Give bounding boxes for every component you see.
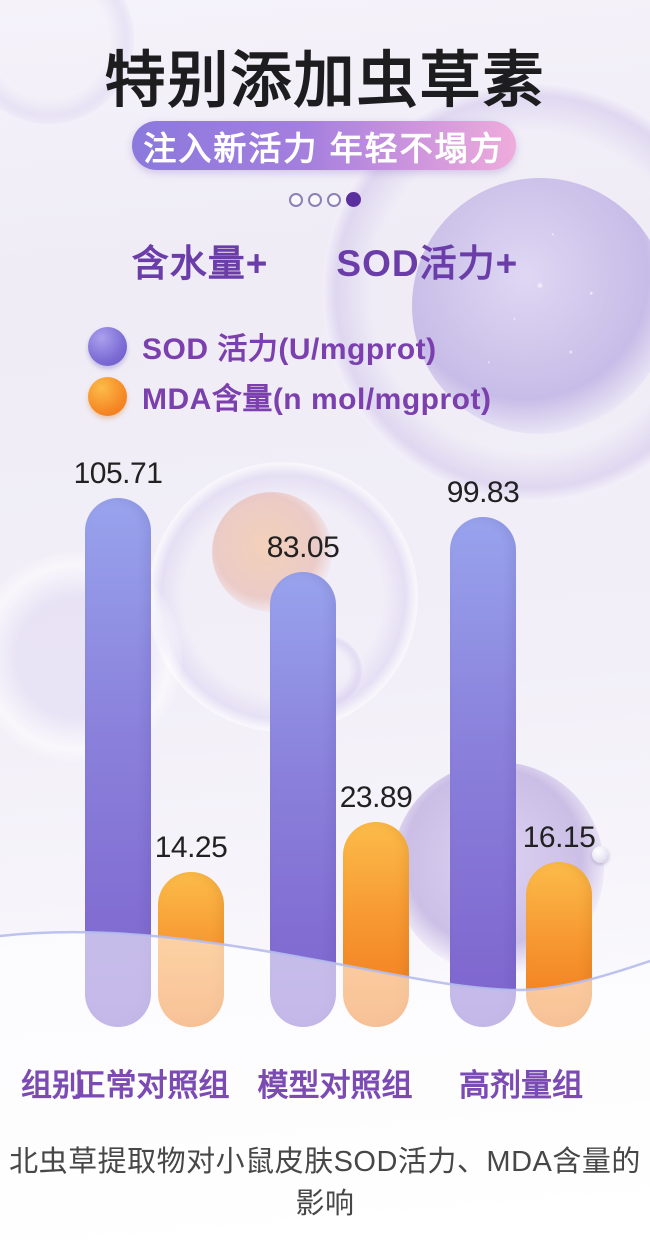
chart-caption: 北虫草提取物对小鼠皮肤SOD活力、MDA含量的影响: [9, 1146, 641, 1220]
bar-value-label: 14.25: [154, 831, 228, 864]
mda-swatch-icon: [88, 376, 127, 416]
subtitle-banner: 注入新活力 年轻不塌方: [132, 121, 516, 170]
pagination-dot-3[interactable]: [327, 192, 341, 207]
legend-item-sod: SOD 活力(U/mgprot): [88, 326, 491, 366]
claim-sod: SOD活力+: [336, 243, 519, 284]
bar-value-label: 99.83: [446, 476, 520, 509]
bar-sod-1: 105.71: [74, 457, 163, 1027]
bar-mda-3: 16.15: [523, 821, 596, 1027]
category-label-3: 高剂量组: [459, 1068, 583, 1103]
subtitle-text: 注入新活力 年轻不塌方: [143, 129, 505, 167]
pearl-drop-icon: [592, 846, 609, 863]
x-axis: 组别 正常对照组 模型对照组 高剂量组: [0, 1060, 650, 1103]
category-label-1: 正常对照组: [74, 1068, 230, 1103]
sod-swatch-icon: [88, 326, 127, 366]
bubble-sparkles-icon: [412, 178, 650, 434]
legend-item-mda: MDA含量(n mol/mgprot): [88, 376, 491, 416]
bar-value-label: 16.15: [522, 821, 596, 854]
legend-label: SOD 活力(U/mgprot): [142, 333, 437, 366]
bar-sod-3: 99.83: [447, 476, 520, 1027]
benefit-claims: 含水量+ SOD活力+: [0, 233, 650, 287]
bar-value-label: 83.05: [266, 531, 340, 564]
bar-mda-2: 23.89: [340, 781, 413, 1027]
legend-label: MDA含量(n mol/mgprot): [142, 383, 492, 416]
bar-sod-2: 83.05: [267, 531, 340, 1027]
pagination-dot-1[interactable]: [289, 192, 303, 207]
pagination-dot-4[interactable]: [346, 192, 361, 207]
pagination-dots[interactable]: [0, 192, 650, 207]
category-label-2: 模型对照组: [257, 1068, 413, 1103]
bar-mda-1: 14.25: [155, 831, 228, 1027]
chart-legend: SOD 活力(U/mgprot) MDA含量(n mol/mgprot): [88, 326, 491, 426]
pagination-dot-2[interactable]: [308, 192, 322, 207]
page-title: 特别添加虫草素: [104, 48, 546, 115]
claim-water: 含水量+: [131, 243, 269, 284]
bar-value-label: 23.89: [339, 781, 413, 814]
bar-value-label: 105.71: [73, 457, 163, 490]
